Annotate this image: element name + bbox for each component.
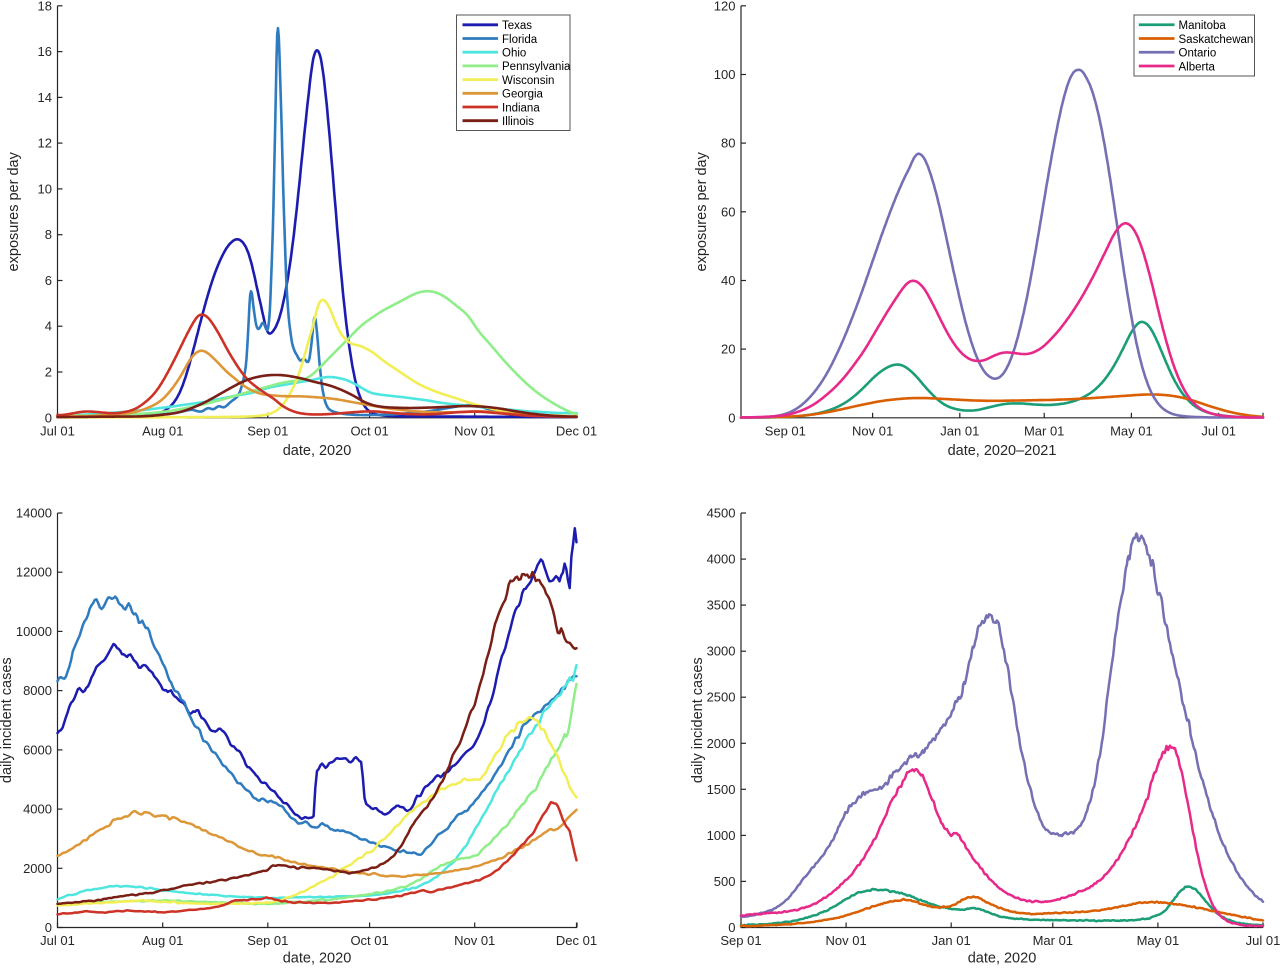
svg-text:40: 40 bbox=[721, 273, 735, 288]
svg-text:1000: 1000 bbox=[707, 828, 736, 843]
svg-text:Florida: Florida bbox=[502, 34, 538, 46]
svg-text:2000: 2000 bbox=[23, 861, 52, 876]
svg-text:Alberta: Alberta bbox=[1179, 61, 1216, 73]
svg-text:Texas: Texas bbox=[502, 20, 532, 32]
svg-text:Jul 01: Jul 01 bbox=[40, 933, 75, 948]
svg-text:3500: 3500 bbox=[707, 598, 736, 613]
svg-text:May 01: May 01 bbox=[1137, 933, 1180, 948]
svg-text:Nov 01: Nov 01 bbox=[454, 423, 495, 438]
svg-text:Nov 01: Nov 01 bbox=[454, 933, 495, 948]
svg-text:Dec 01: Dec 01 bbox=[556, 933, 597, 948]
svg-text:0: 0 bbox=[45, 410, 52, 425]
svg-text:date, 2020: date, 2020 bbox=[283, 443, 352, 459]
svg-text:14000: 14000 bbox=[16, 506, 52, 521]
svg-text:8: 8 bbox=[45, 227, 52, 242]
svg-text:Illinois: Illinois bbox=[502, 116, 534, 128]
svg-text:60: 60 bbox=[721, 204, 735, 219]
svg-text:80: 80 bbox=[721, 136, 735, 151]
svg-text:4500: 4500 bbox=[707, 506, 736, 521]
svg-text:3000: 3000 bbox=[707, 644, 736, 659]
svg-text:6: 6 bbox=[45, 273, 52, 288]
svg-text:Sep 01: Sep 01 bbox=[765, 423, 806, 438]
svg-text:May 01: May 01 bbox=[1110, 423, 1153, 438]
svg-text:Jan 01: Jan 01 bbox=[932, 933, 971, 948]
svg-text:Nov 01: Nov 01 bbox=[825, 933, 866, 948]
svg-text:Mar 01: Mar 01 bbox=[1024, 423, 1064, 438]
svg-text:Jan 01: Jan 01 bbox=[940, 423, 979, 438]
svg-text:12: 12 bbox=[38, 136, 52, 151]
svg-text:2000: 2000 bbox=[707, 736, 736, 751]
svg-text:16: 16 bbox=[38, 44, 52, 59]
svg-text:Nov 01: Nov 01 bbox=[852, 423, 893, 438]
svg-text:8000: 8000 bbox=[23, 683, 52, 698]
svg-text:Jul 01: Jul 01 bbox=[40, 423, 75, 438]
svg-text:Oct 01: Oct 01 bbox=[350, 423, 388, 438]
svg-text:10000: 10000 bbox=[16, 624, 52, 639]
svg-text:12000: 12000 bbox=[16, 565, 52, 580]
svg-text:date, 2020: date, 2020 bbox=[283, 951, 352, 966]
svg-text:4: 4 bbox=[45, 319, 52, 334]
svg-text:daily incident cases: daily incident cases bbox=[0, 657, 15, 783]
svg-text:Jul 01: Jul 01 bbox=[1201, 423, 1236, 438]
svg-text:4000: 4000 bbox=[23, 802, 52, 817]
svg-text:Oct 01: Oct 01 bbox=[350, 933, 388, 948]
svg-text:Jul 01: Jul 01 bbox=[1246, 933, 1280, 948]
svg-text:Ohio: Ohio bbox=[502, 48, 526, 60]
svg-text:2: 2 bbox=[45, 365, 52, 380]
svg-text:Wisconsin: Wisconsin bbox=[502, 75, 554, 87]
svg-text:exposures per day: exposures per day bbox=[6, 151, 22, 271]
svg-text:Indiana: Indiana bbox=[502, 102, 540, 114]
svg-text:10: 10 bbox=[38, 181, 52, 196]
svg-text:0: 0 bbox=[728, 920, 735, 935]
svg-text:date, 2020: date, 2020 bbox=[968, 951, 1037, 966]
svg-text:2500: 2500 bbox=[707, 690, 736, 705]
svg-text:100: 100 bbox=[714, 67, 736, 82]
svg-text:500: 500 bbox=[714, 874, 736, 889]
svg-text:14: 14 bbox=[38, 90, 52, 105]
svg-text:6000: 6000 bbox=[23, 742, 52, 757]
svg-text:Pennsylvania: Pennsylvania bbox=[502, 61, 571, 73]
svg-text:Ontario: Ontario bbox=[1179, 48, 1217, 60]
svg-text:Sep 01: Sep 01 bbox=[720, 933, 761, 948]
svg-text:date, 2020–2021: date, 2020–2021 bbox=[948, 443, 1057, 459]
svg-text:Sep 01: Sep 01 bbox=[247, 423, 288, 438]
svg-text:Aug 01: Aug 01 bbox=[142, 933, 183, 948]
svg-text:1500: 1500 bbox=[707, 782, 736, 797]
svg-text:0: 0 bbox=[45, 920, 52, 935]
svg-text:0: 0 bbox=[728, 410, 735, 425]
svg-text:20: 20 bbox=[721, 342, 735, 357]
svg-text:Sep 01: Sep 01 bbox=[247, 933, 288, 948]
svg-text:Aug 01: Aug 01 bbox=[142, 423, 183, 438]
svg-text:Mar 01: Mar 01 bbox=[1033, 933, 1073, 948]
svg-text:Saskatchewan: Saskatchewan bbox=[1179, 34, 1254, 46]
svg-text:18: 18 bbox=[38, 0, 52, 13]
svg-text:Dec 01: Dec 01 bbox=[556, 423, 597, 438]
svg-text:Manitoba: Manitoba bbox=[1179, 20, 1227, 32]
svg-text:Georgia: Georgia bbox=[502, 89, 544, 101]
svg-text:120: 120 bbox=[714, 0, 736, 13]
svg-text:4000: 4000 bbox=[707, 552, 736, 567]
svg-text:exposures per day: exposures per day bbox=[694, 151, 710, 271]
svg-text:daily incident cases: daily incident cases bbox=[690, 657, 706, 783]
